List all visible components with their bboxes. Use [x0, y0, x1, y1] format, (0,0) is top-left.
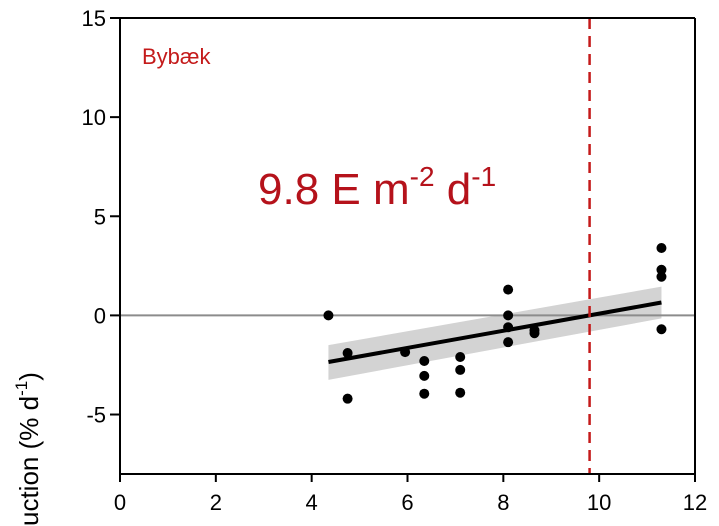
y-tick-label: 10: [82, 105, 106, 130]
y-axis-label-suffix: ): [14, 372, 44, 381]
threshold-exp-2: -1: [471, 161, 496, 192]
y-tick-label: 5: [94, 204, 106, 229]
y-tick-label: -5: [86, 403, 106, 428]
threshold-unit: E m: [331, 165, 409, 214]
threshold-unit-d: d: [435, 165, 472, 214]
threshold-exp-1: -2: [410, 161, 435, 192]
y-axis-label-exp: -1: [12, 381, 31, 396]
data-point: [503, 337, 514, 348]
data-point: [455, 387, 466, 398]
data-point: [656, 324, 667, 335]
data-point: [342, 348, 353, 359]
x-tick-label: 0: [114, 490, 126, 515]
threshold-value: 9.8: [258, 165, 319, 214]
x-tick-label: 8: [497, 490, 509, 515]
panel-label: Bybæk: [142, 44, 211, 69]
data-point: [419, 355, 430, 366]
plot-area: [120, 18, 695, 474]
data-point: [419, 388, 430, 399]
y-tick-label: 15: [82, 6, 106, 31]
data-point: [455, 364, 466, 375]
data-point: [503, 284, 514, 295]
data-point: [455, 352, 466, 363]
axes: 15 10 5 0 -5 0 2 4 6 8 10 12: [82, 6, 708, 515]
data-point: [656, 242, 667, 253]
y-axis-label: uction (% d-1): [12, 372, 44, 526]
data-point: [503, 322, 514, 333]
y-axis-label-prefix: uction (% d: [14, 396, 44, 526]
threshold-label: 9.8 E m-2 d-1: [258, 161, 496, 214]
y-tick-label: 0: [94, 303, 106, 328]
x-tick-label: 12: [683, 490, 707, 515]
data-point: [323, 310, 334, 321]
x-tick-label: 4: [306, 490, 318, 515]
data-point: [400, 347, 411, 358]
data-point: [419, 370, 430, 381]
x-tick-label: 6: [401, 490, 413, 515]
data-point: [342, 393, 353, 404]
regression-line: [328, 300, 662, 364]
data-point: [656, 271, 667, 282]
x-tick-label: 10: [587, 490, 611, 515]
x-tick-label: 2: [210, 490, 222, 515]
data-point: [656, 264, 667, 275]
data-point: [503, 310, 514, 321]
data-point: [529, 328, 540, 339]
